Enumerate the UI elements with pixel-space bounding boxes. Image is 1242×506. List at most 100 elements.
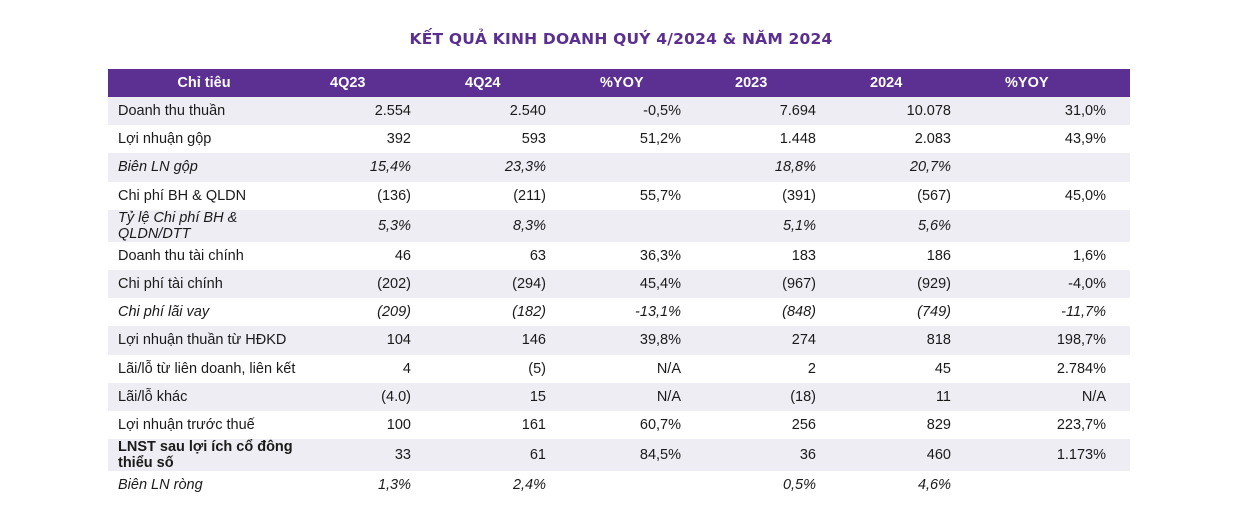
cell-value: 2 [807,360,816,377]
cell-value: -0,5% [570,97,705,126]
cell-value: N/A [975,382,1130,411]
row-label: LNST sau lợi ích cổ đông thiểu số [108,439,300,472]
cell-value: 4 [402,360,411,377]
cell-value: -4,0% [975,269,1130,299]
row-label: Chi phí lãi vay [118,304,210,321]
business-results-table: Chỉ tiêu 4Q23 4Q24 %YOY 2023 2024 %YOY D… [108,69,1130,499]
cell-value: 31,0% [975,97,1130,126]
cell-value: 15 [435,382,570,411]
cell-value: 2.784% [1056,360,1106,377]
cell-value: 100 [386,416,411,433]
cell-value: N/A [656,360,681,377]
cell-value: 1.173% [975,439,1130,472]
cell-value: 43,9% [1064,131,1106,148]
cell-value: 20,7% [840,153,975,182]
cell-value [570,153,705,182]
row-label: Doanh thu tài chính [118,247,244,264]
cell-value: 10.078 [840,97,975,126]
cell-value: 8,3% [435,209,570,242]
cell-value: (567) [917,187,951,204]
cell-value: 51,2% [639,131,681,148]
table-row: Lợi nhuận thuần từ HĐKD 104 146 39,8% 27… [108,326,1130,355]
row-label: Lãi/lỗ khác [108,382,300,411]
cell-value: 36,3% [639,247,681,264]
cell-value: (18) [705,382,840,411]
row-label: Biên LN gộp [108,153,300,182]
table-row: LNST sau lợi ích cổ đông thiểu số 33 61 … [108,439,1130,472]
cell-value: -13,1% [635,304,681,321]
cell-value: 63 [529,247,546,264]
cell-value: 183 [791,247,816,264]
cell-value: 33 [300,439,435,472]
table-row: Lãi/lỗ khác (4.0) 15 N/A (18) 11 N/A [108,382,1130,411]
cell-value: 7.694 [705,97,840,126]
row-label: Chi phí BH & QLDN [118,187,247,204]
cell-value: 2.554 [300,97,435,126]
row-label: Tỷ lệ Chi phí BH & QLDN/DTT [108,209,300,242]
cell-value: 2.540 [435,97,570,126]
header-2024: 2024 [840,69,975,97]
table-row: Lợi nhuận gộp 392 593 51,2% 1.448 2.083 … [108,125,1130,153]
table-row: Doanh thu tài chính 46 63 36,3% 183 186 … [108,242,1130,270]
cell-value: -11,7% [1061,304,1106,321]
row-label: Doanh thu thuần [108,97,300,126]
cell-value: 23,3% [435,153,570,182]
table-row: Biên LN gộp 15,4% 23,3% 18,8% 20,7% [108,153,1130,182]
cell-value: 829 [926,416,951,433]
cell-value: 5,6% [840,209,975,242]
cell-value: N/A [570,382,705,411]
row-label: Lợi nhuận thuần từ HĐKD [108,326,300,355]
cell-value: 818 [840,326,975,355]
cell-value: (209) [377,304,411,321]
cell-value [975,471,1130,499]
cell-value: (294) [435,269,570,299]
cell-value: 4,6% [917,477,951,494]
table-row: Lãi/lỗ từ liên doanh, liên kết 4 (5) N/A… [108,355,1130,383]
cell-value: 18,8% [705,153,840,182]
cell-value: 223,7% [1056,416,1106,433]
cell-value: 392 [386,131,411,148]
cell-value: 1,3% [377,477,411,494]
cell-value [570,471,705,499]
table-row: Chi phí tài chính (202) (294) 45,4% (967… [108,269,1130,299]
cell-value: 146 [435,326,570,355]
cell-value: 45,0% [1064,187,1106,204]
table-row: Doanh thu thuần 2.554 2.540 -0,5% 7.694 … [108,97,1130,126]
cell-value: 2.083 [914,131,951,148]
row-label: Biên LN ròng [118,477,203,494]
cell-value: 5,3% [300,209,435,242]
cell-value: 84,5% [570,439,705,472]
table-row: Chi phí lãi vay (209) (182) -13,1% (848)… [108,298,1130,326]
cell-value: 46 [394,247,411,264]
row-label: Lợi nhuận trước thuế [118,416,255,433]
cell-value: 0,5% [782,477,816,494]
cell-value [975,209,1130,242]
cell-value: 5,1% [705,209,840,242]
row-label: Lợi nhuận gộp [118,131,212,148]
cell-value: 1.448 [779,131,816,148]
cell-value: 593 [521,131,546,148]
cell-value: (749) [917,304,951,321]
header-4q23: 4Q23 [300,69,435,97]
cell-value: 45 [934,360,951,377]
cell-value: 11 [840,382,975,411]
cell-value: 39,8% [570,326,705,355]
cell-value: (5) [528,360,546,377]
cell-value: 104 [300,326,435,355]
cell-value: (182) [512,304,546,321]
cell-value: (967) [705,269,840,299]
table-header-row: Chỉ tiêu 4Q23 4Q24 %YOY 2023 2024 %YOY [108,69,1130,97]
cell-value: 186 [926,247,951,264]
table-row: Chi phí BH & QLDN (136) (211) 55,7% (391… [108,182,1130,210]
cell-value: 460 [840,439,975,472]
header-indicator: Chỉ tiêu [108,69,300,97]
cell-value: (136) [377,187,411,204]
cell-value: 60,7% [639,416,681,433]
table-row: Lợi nhuận trước thuế 100 161 60,7% 256 8… [108,411,1130,439]
row-label: Chi phí tài chính [108,269,300,299]
cell-value: 15,4% [300,153,435,182]
cell-value: (848) [782,304,816,321]
table-row: Tỷ lệ Chi phí BH & QLDN/DTT 5,3% 8,3% 5,… [108,209,1130,242]
header-4q24: 4Q24 [435,69,570,97]
table-row: Biên LN ròng 1,3% 2,4% 0,5% 4,6% [108,471,1130,499]
